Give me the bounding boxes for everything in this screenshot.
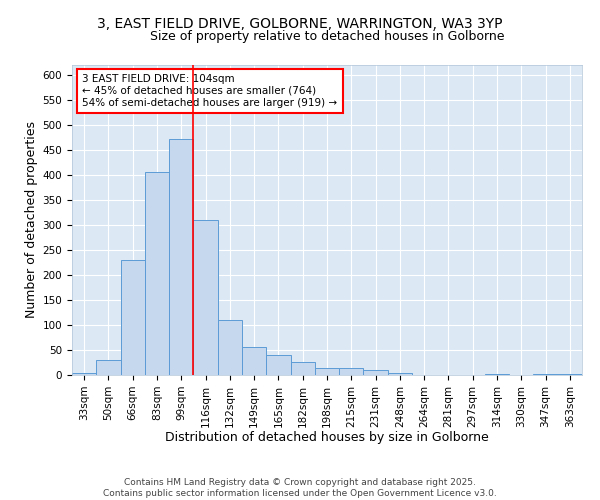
Bar: [364, 370, 388, 375]
X-axis label: Distribution of detached houses by size in Golborne: Distribution of detached houses by size …: [165, 431, 489, 444]
Bar: [388, 373, 412, 375]
Bar: [218, 320, 242, 375]
Bar: [339, 368, 364, 375]
Bar: [96, 360, 121, 375]
Bar: [121, 260, 145, 375]
Bar: [193, 220, 218, 375]
Bar: [266, 354, 290, 375]
Bar: [533, 374, 558, 375]
Title: Size of property relative to detached houses in Golborne: Size of property relative to detached ho…: [150, 30, 504, 43]
Bar: [290, 362, 315, 375]
Bar: [315, 368, 339, 375]
Text: 3, EAST FIELD DRIVE, GOLBORNE, WARRINGTON, WA3 3YP: 3, EAST FIELD DRIVE, GOLBORNE, WARRINGTO…: [97, 18, 503, 32]
Text: Contains HM Land Registry data © Crown copyright and database right 2025.
Contai: Contains HM Land Registry data © Crown c…: [103, 478, 497, 498]
Text: 3 EAST FIELD DRIVE: 104sqm
← 45% of detached houses are smaller (764)
54% of sem: 3 EAST FIELD DRIVE: 104sqm ← 45% of deta…: [82, 74, 337, 108]
Bar: [145, 172, 169, 375]
Bar: [72, 372, 96, 375]
Bar: [242, 347, 266, 375]
Bar: [558, 374, 582, 375]
Bar: [169, 139, 193, 375]
Bar: [485, 374, 509, 375]
Y-axis label: Number of detached properties: Number of detached properties: [25, 122, 38, 318]
